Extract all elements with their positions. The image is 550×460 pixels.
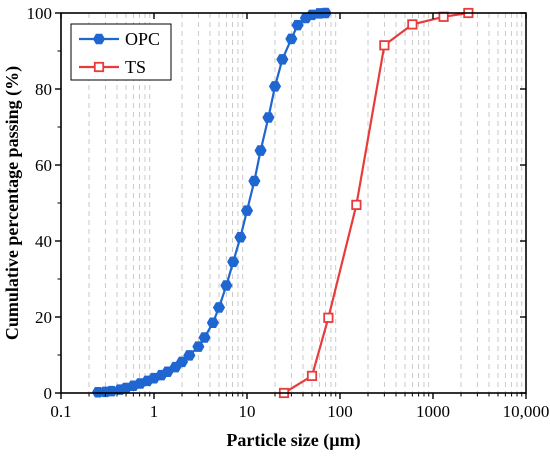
x-tick-label: 10 [239,402,256,421]
x-axis-title: Particle size (µm) [226,430,360,451]
data-point-square [379,40,390,51]
data-point-square [407,19,418,30]
data-point-square [351,199,362,210]
x-tick-label: 10,000 [503,402,550,421]
data-point-hexagon [254,145,267,156]
x-tick-label: 1 [150,402,159,421]
data-point-square [306,370,318,382]
legend-label: OPC [125,29,160,49]
series-layer [91,7,474,399]
legend-label: TS [125,57,146,77]
y-tick-label: 60 [35,156,52,175]
y-tick-label: 0 [44,384,53,403]
data-point-square [438,11,449,22]
y-axis-title: Cumulative percentage passing (%) [2,66,23,340]
data-point-hexagon [198,332,211,343]
data-point-hexagon [262,112,275,123]
data-point-hexagon [291,19,304,31]
x-tick-label: 0.1 [50,402,71,421]
data-point-hexagon [206,317,219,328]
data-point-hexagon [240,205,254,216]
data-point-hexagon [92,33,106,45]
data-point-hexagon [212,302,226,313]
axes: 0.1 1 10 100 1000 10,000 0 20 40 60 80 100 [27,4,550,421]
series-line [283,11,469,394]
y-tick-label: 80 [35,80,52,99]
legend: OPC TS [70,23,172,81]
data-point-hexagon [220,280,233,291]
y-tick-label: 20 [35,308,52,327]
x-tick-label: 100 [327,402,353,421]
legend-box [70,23,172,81]
data-point-hexagon [227,256,240,268]
legend-item-opc: OPC [79,29,160,49]
data-point-hexagon [248,175,261,187]
data-point-hexagon [234,231,247,243]
x-tick-label: 1000 [416,402,450,421]
series-ts [278,7,474,399]
legend-item-ts: TS [79,57,146,77]
series-opc [91,7,332,398]
data-point-hexagon [192,341,205,352]
data-point-square [323,312,334,323]
data-point-hexagon [285,33,298,45]
data-point-hexagon [183,350,196,361]
y-tick-label: 40 [35,232,52,251]
data-point-hexagon [268,81,282,92]
data-point-hexagon [276,54,289,65]
y-tick-label: 100 [27,4,53,23]
data-point-square [93,61,105,73]
